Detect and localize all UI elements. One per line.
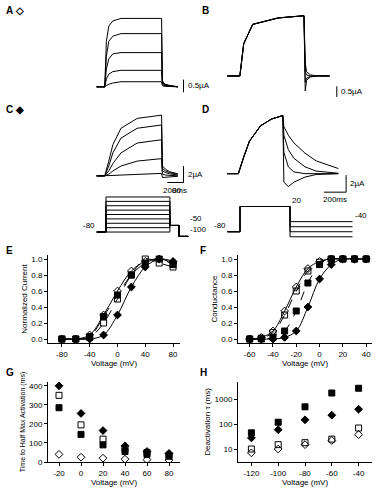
svg-text:-100: -100 [270,469,287,478]
svg-text:0.5µA: 0.5µA [188,81,210,90]
svg-text:0.6: 0.6 [221,287,233,296]
svg-text:Deactivation τ (ms): Deactivation τ (ms) [203,388,212,456]
svg-text:B: B [202,5,209,16]
svg-text:0.5µA: 0.5µA [341,87,363,96]
svg-text:0.8: 0.8 [221,271,233,280]
svg-text:-40: -40 [267,350,279,359]
svg-text:Time to Half Max Activation (m: Time to Half Max Activation (ms) [19,372,27,473]
svg-text:200ms: 200ms [323,195,347,204]
svg-text:Voltage (mV): Voltage (mV) [282,359,329,368]
svg-text:-60: -60 [244,350,256,359]
svg-text:0.0: 0.0 [31,335,43,344]
svg-text:-60: -60 [326,469,338,478]
svg-text:100: 100 [219,420,233,429]
svg-text:80: 80 [169,350,178,359]
svg-text:10: 10 [223,445,232,454]
svg-text:0.2: 0.2 [31,319,43,328]
svg-text:40: 40 [141,350,150,359]
svg-text:Voltage (mV): Voltage (mV) [91,478,138,487]
svg-text:D: D [202,104,209,115]
svg-text:Conductance: Conductance [210,275,219,323]
svg-text:0: 0 [115,350,120,359]
svg-text:F: F [200,245,206,256]
svg-text:0.4: 0.4 [31,303,43,312]
svg-text:80: 80 [172,186,181,195]
svg-text:1000: 1000 [215,395,233,404]
svg-text:0: 0 [317,350,322,359]
svg-text:100: 100 [29,439,43,448]
svg-text:40: 40 [121,469,130,478]
svg-text:2µA: 2µA [188,170,203,179]
svg-text:-20: -20 [53,469,65,478]
svg-text:0: 0 [79,469,84,478]
svg-text:2µA: 2µA [350,179,365,188]
svg-text:200ms: 200ms [163,186,187,195]
svg-text:G: G [6,367,14,378]
svg-text:1.0: 1.0 [31,255,43,264]
svg-text:-80: -80 [83,221,95,230]
svg-text:-40: -40 [355,211,367,220]
svg-text:-120: -120 [243,469,260,478]
svg-text:-50: -50 [190,214,202,223]
svg-text:0.6: 0.6 [31,287,43,296]
svg-text:A ◇: A ◇ [6,5,24,16]
svg-text:1.0: 1.0 [221,255,233,264]
svg-text:-80: -80 [299,469,311,478]
svg-text:20: 20 [99,469,108,478]
svg-text:0.8: 0.8 [31,271,43,280]
svg-text:40: 40 [362,350,371,359]
svg-text:-80: -80 [214,221,226,230]
svg-text:80: 80 [165,469,174,478]
svg-text:E: E [6,245,13,256]
svg-text:0: 0 [38,458,43,467]
svg-text:20: 20 [292,196,301,205]
svg-text:0.2: 0.2 [221,319,233,328]
svg-text:-20: -20 [290,350,302,359]
svg-text:200: 200 [29,420,43,429]
svg-text:-40: -40 [353,469,365,478]
svg-text:300: 300 [29,401,43,410]
svg-text:-100: -100 [190,225,207,234]
svg-text:60: 60 [143,469,152,478]
svg-text:C ◆: C ◆ [6,104,24,115]
svg-text:-40: -40 [84,350,96,359]
svg-text:Voltage (mV): Voltage (mV) [91,359,138,368]
svg-text:H: H [200,367,207,378]
svg-text:Normalized Current: Normalized Current [20,264,29,334]
svg-text:0.4: 0.4 [221,303,233,312]
svg-text:0.0: 0.0 [221,335,233,344]
svg-text:-80: -80 [56,350,68,359]
svg-text:20: 20 [338,350,347,359]
svg-text:400: 400 [29,382,43,391]
svg-text:Voltage (mV): Voltage (mV) [282,478,329,487]
